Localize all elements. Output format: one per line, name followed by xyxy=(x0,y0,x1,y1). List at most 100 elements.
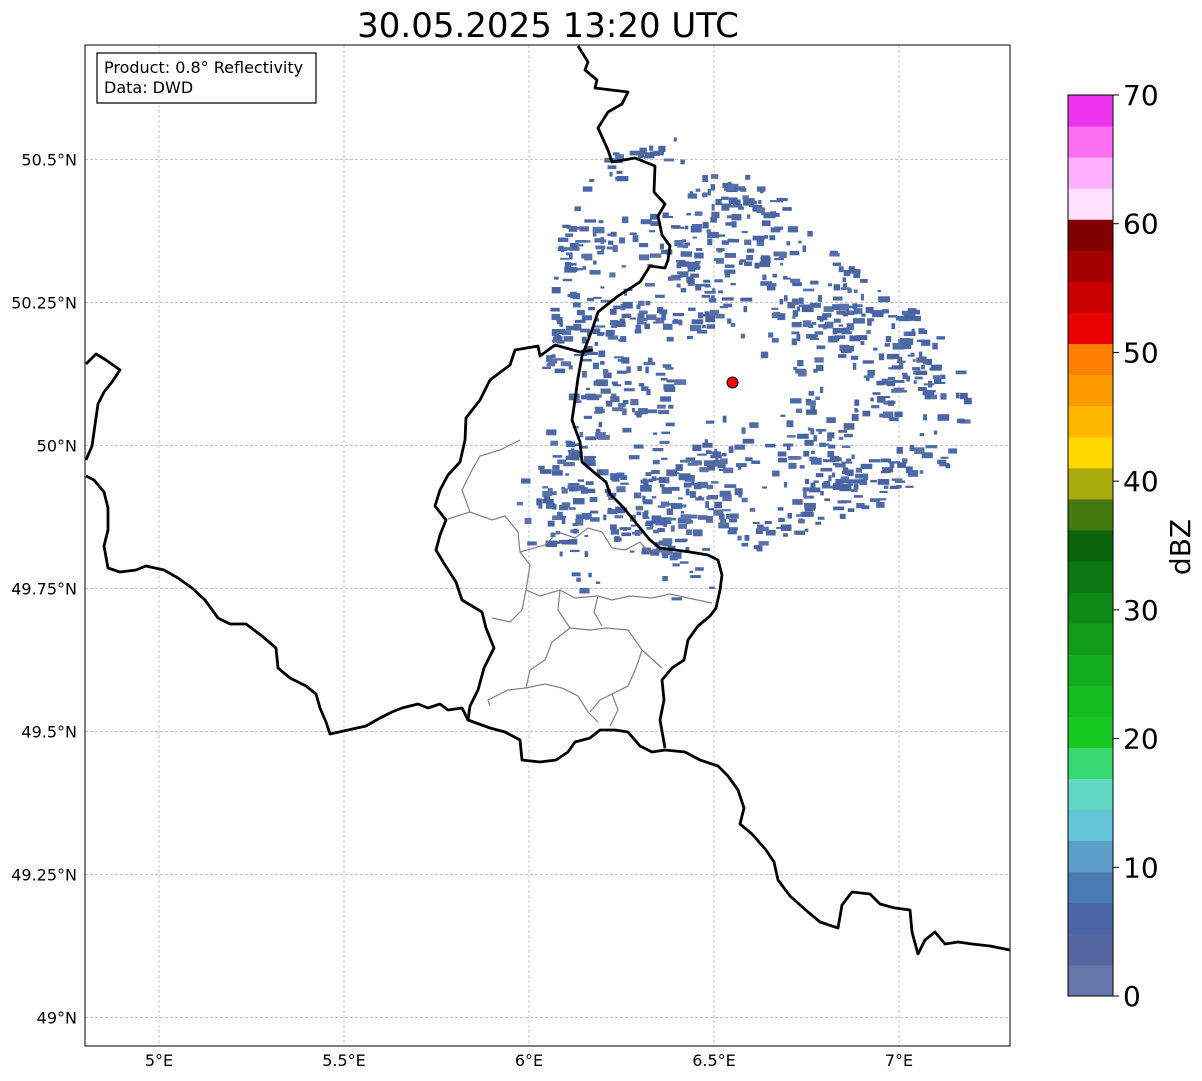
radar-echo-pixel xyxy=(596,428,601,434)
radar-echo-pixel xyxy=(573,528,577,534)
radar-echo-pixel xyxy=(643,155,655,159)
radar-echo-pixel xyxy=(552,336,561,343)
radar-echo-pixel xyxy=(828,283,832,287)
radar-echo-pixel xyxy=(720,458,728,465)
radar-echo-pixel xyxy=(584,535,589,537)
radar-echo-pixel xyxy=(861,313,866,317)
radar-echo-pixel xyxy=(575,518,584,526)
radar-echo-pixel xyxy=(613,537,622,542)
radar-echo-pixel xyxy=(619,237,625,244)
radar-echo-pixel xyxy=(649,145,654,151)
radar-echo-pixel xyxy=(837,500,847,504)
colorbar-segment xyxy=(1068,374,1113,407)
colorbar-segment xyxy=(1068,747,1113,780)
radar-echo-pixel xyxy=(695,497,705,501)
radar-echo-pixel xyxy=(718,290,724,294)
radar-echo-pixel xyxy=(835,478,841,486)
radar-echo-pixel xyxy=(936,336,946,340)
radar-echo-pixel xyxy=(556,319,561,325)
radar-echo-pixel xyxy=(594,411,603,414)
radar-echo-pixel xyxy=(802,511,814,517)
radar-echo-pixel xyxy=(616,321,626,327)
radar-echo-pixel xyxy=(808,391,815,396)
radar-echo-pixel xyxy=(588,572,592,578)
radar-echo-pixel xyxy=(649,253,662,258)
radar-echo-pixel xyxy=(804,502,816,509)
radar-echo-pixel xyxy=(595,581,601,584)
radar-echo-pixel xyxy=(634,329,642,334)
radar-echo-pixel xyxy=(701,283,710,287)
radar-echo-pixel xyxy=(649,230,656,233)
radar-echo-pixel xyxy=(611,393,617,397)
radar-echo-pixel xyxy=(647,357,653,365)
radar-echo-pixel xyxy=(803,450,810,457)
radar-echo-pixel xyxy=(886,380,896,387)
radar-echo-pixel xyxy=(921,452,933,459)
radar-echo-pixel xyxy=(554,368,566,374)
radar-echo-pixel xyxy=(561,330,572,336)
radar-echo-pixel xyxy=(838,354,847,358)
radar-echo-pixel xyxy=(799,465,805,469)
radar-echo-pixel xyxy=(770,227,781,233)
radar-echo-pixel xyxy=(861,505,870,510)
radar-echo-pixel xyxy=(673,137,677,142)
radar-echo-pixel xyxy=(882,411,894,418)
radar-echo-pixel xyxy=(824,498,830,502)
radar-echo-pixel xyxy=(706,484,713,490)
radar-echo-pixel xyxy=(655,317,665,324)
radar-echo-pixel xyxy=(622,301,633,309)
radar-echo-pixel xyxy=(923,414,927,421)
radar-echo-pixel xyxy=(723,303,733,308)
radar-echo-pixel xyxy=(687,193,698,199)
radar-echo-pixel xyxy=(905,485,914,488)
radar-echo-pixel xyxy=(620,336,627,342)
radar-echo-pixel xyxy=(610,231,617,237)
radar-echo-pixel xyxy=(687,477,694,482)
radar-echo-pixel xyxy=(692,236,697,239)
radar-echo-pixel xyxy=(552,470,563,476)
radar-echo-pixel xyxy=(666,379,676,383)
radar-echo-pixel xyxy=(635,324,641,331)
radar-echo-pixel xyxy=(685,225,689,230)
radar-echo-pixel xyxy=(815,396,820,400)
radar-echo-pixel xyxy=(803,489,807,497)
colorbar-tick-label: 70 xyxy=(1123,79,1159,112)
radar-echo-pixel xyxy=(802,288,815,292)
radar-echo-pixel xyxy=(715,456,719,462)
radar-echo-pixel xyxy=(653,321,659,324)
radar-echo-pixel xyxy=(612,384,622,387)
radar-echo-pixel xyxy=(896,316,907,321)
radar-echo-pixel xyxy=(671,274,681,281)
radar-echo-pixel xyxy=(842,467,849,474)
radar-echo-pixel xyxy=(678,523,687,529)
radar-echo-pixel xyxy=(786,241,791,246)
radar-echo-pixel xyxy=(742,438,755,444)
radar-echo-pixel xyxy=(953,449,957,453)
radar-echo-pixel xyxy=(851,454,855,460)
radar-echo-pixel xyxy=(852,304,863,308)
radar-echo-pixel xyxy=(721,452,727,457)
radar-echo-pixel xyxy=(630,398,639,406)
colorbar-segment xyxy=(1068,902,1113,935)
radar-echo-pixel xyxy=(929,367,941,371)
radar-echo-pixel xyxy=(738,260,743,265)
radar-echo-pixel xyxy=(558,237,569,242)
radar-echo-pixel xyxy=(563,462,575,467)
radar-echo-pixel xyxy=(660,377,668,381)
radar-echo-pixel xyxy=(694,211,703,216)
colorbar-segment xyxy=(1068,654,1113,686)
radar-echo-pixel xyxy=(661,313,666,321)
radar-echo-pixel xyxy=(826,417,836,423)
radar-echo-pixel xyxy=(645,300,651,306)
radar-echo-pixel xyxy=(572,523,578,527)
radar-echo-pixel xyxy=(608,496,613,501)
radar-echo-pixel xyxy=(728,199,741,205)
radar-echo-pixel xyxy=(527,541,537,546)
radar-echo-pixel xyxy=(843,423,855,430)
radar-echo-pixel xyxy=(615,154,625,161)
radar-echo-pixel xyxy=(661,431,671,435)
radar-echo-pixel xyxy=(607,233,613,236)
radar-echo-pixel xyxy=(760,257,771,264)
radar-echo-pixel xyxy=(833,457,842,462)
radar-echo-pixel xyxy=(833,506,845,511)
